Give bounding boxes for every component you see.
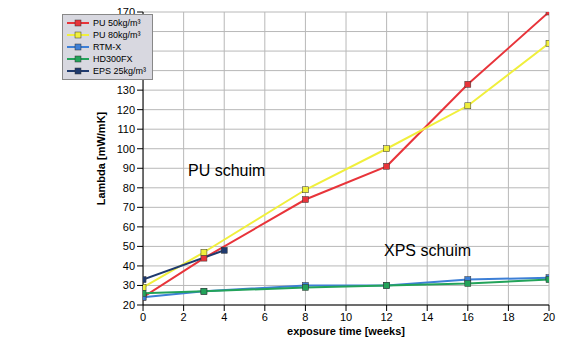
svg-text:60: 60 [123,221,135,233]
svg-text:50: 50 [123,240,135,252]
svg-text:40: 40 [123,260,135,272]
svg-text:70: 70 [123,201,135,213]
svg-text:120: 120 [117,104,135,116]
svg-text:Lambda [mW/mK]: Lambda [mW/mK] [95,111,107,205]
svg-text:16: 16 [462,311,474,323]
svg-text:20: 20 [123,299,135,311]
svg-text:140: 140 [117,65,135,77]
svg-text:90: 90 [123,162,135,174]
svg-text:100: 100 [117,143,135,155]
svg-text:4: 4 [221,311,227,323]
svg-text:130: 130 [117,84,135,96]
svg-text:exposure time [weeks]: exposure time [weeks] [287,325,405,337]
svg-text:30: 30 [123,279,135,291]
svg-text:0: 0 [140,311,146,323]
svg-text:8: 8 [302,311,308,323]
svg-text:2: 2 [181,311,187,323]
svg-text:150: 150 [117,45,135,57]
svg-text:10: 10 [340,311,352,323]
svg-text:170: 170 [117,6,135,18]
svg-text:160: 160 [117,25,135,37]
svg-text:6: 6 [262,311,268,323]
svg-text:20: 20 [543,311,555,323]
svg-text:110: 110 [117,123,135,135]
svg-text:80: 80 [123,182,135,194]
svg-text:12: 12 [380,311,392,323]
svg-text:18: 18 [502,311,514,323]
svg-text:14: 14 [421,311,433,323]
